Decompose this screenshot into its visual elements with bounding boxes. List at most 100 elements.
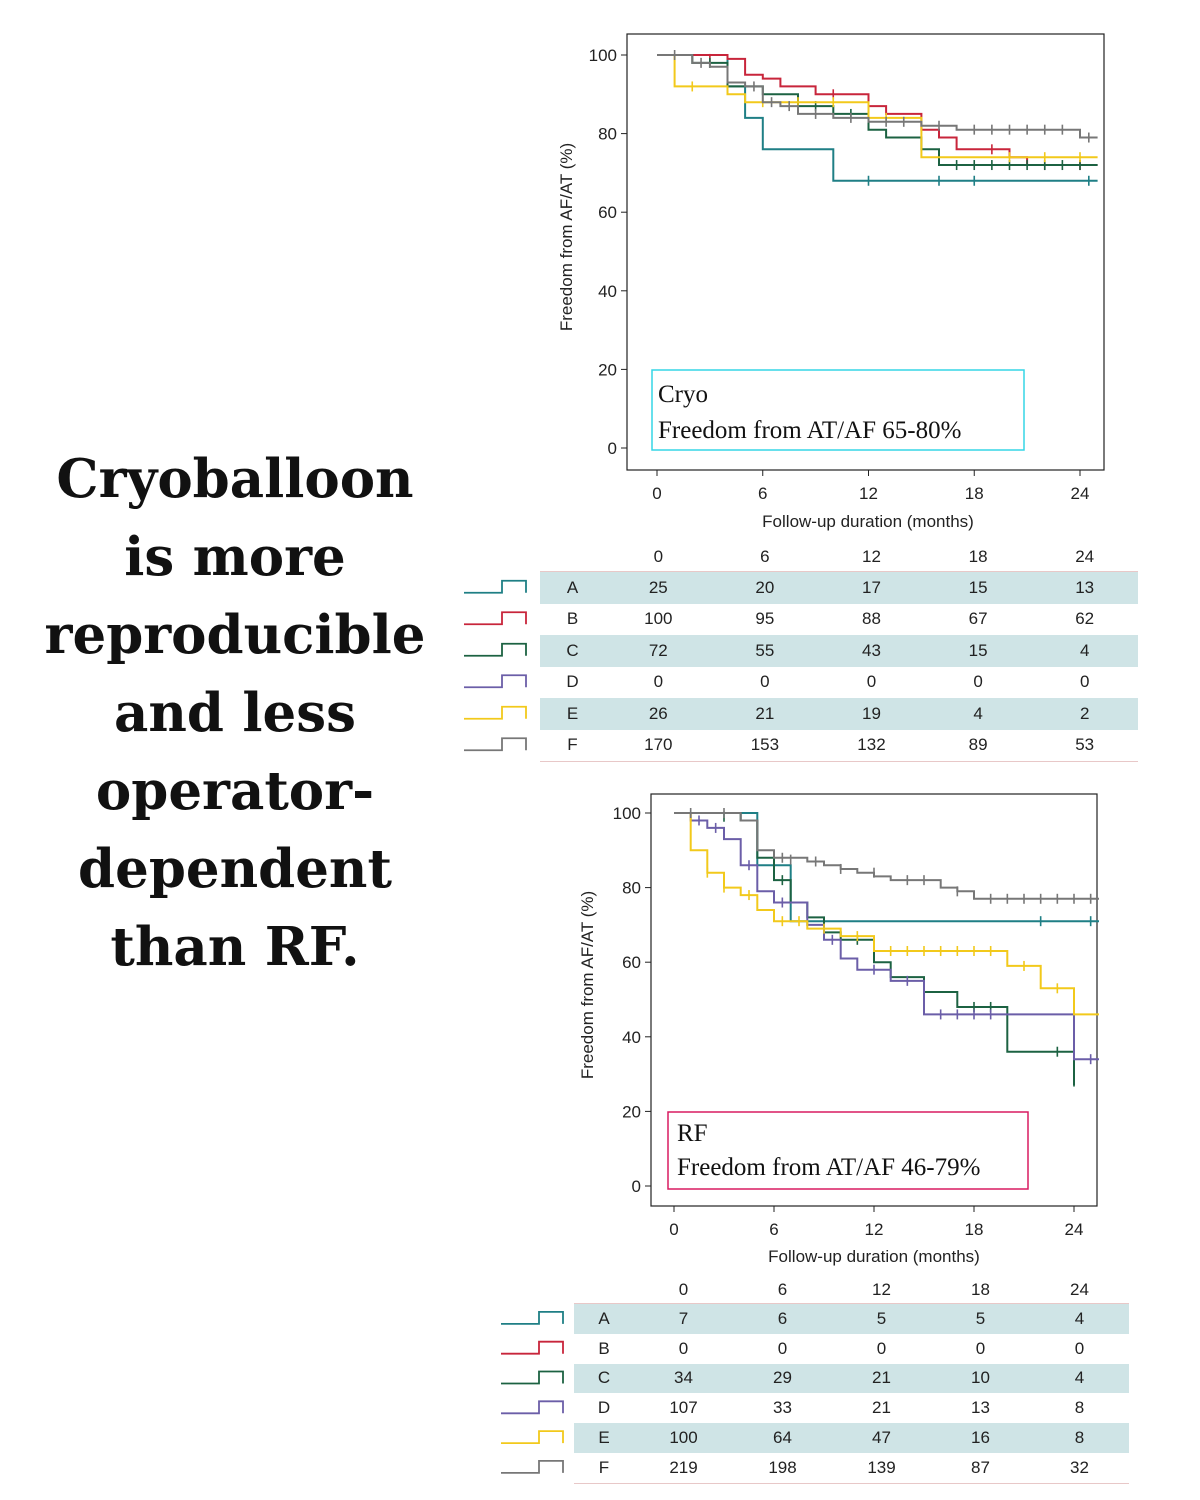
plot-frame xyxy=(626,33,1105,471)
time-header: 0 xyxy=(605,543,712,572)
annotation-box xyxy=(667,1111,1029,1190)
legend-icon-B xyxy=(464,611,527,626)
headline: Cryoballoon is more reproducible and les… xyxy=(44,448,426,978)
y-axis-label: Freedom from AF/AT (%) xyxy=(557,143,576,331)
legend-icon-A xyxy=(501,1311,564,1325)
at-risk-count: 33 xyxy=(773,1398,792,1418)
x-tick-label: 6 xyxy=(758,484,767,503)
y-tick-label: 40 xyxy=(598,282,617,301)
risk-row-C: C 34 29 21 10 4 xyxy=(574,1363,1129,1394)
y-tick-label: 0 xyxy=(608,439,617,458)
legend-icon-F xyxy=(501,1460,564,1474)
y-tick-label: 20 xyxy=(622,1102,641,1121)
at-risk-count: 19 xyxy=(818,698,925,730)
header-spacer xyxy=(540,543,605,572)
x-tick-label: 6 xyxy=(769,1220,778,1239)
y-tick-label: 60 xyxy=(622,953,641,972)
legend-icon-A xyxy=(464,579,527,594)
at-risk-count: 43 xyxy=(818,635,925,667)
at-risk-count: 10 xyxy=(931,1363,1030,1394)
at-risk-count: 0 xyxy=(760,672,770,692)
at-risk-count: 25 xyxy=(605,571,712,604)
at-risk-count: 47 xyxy=(832,1423,931,1453)
at-risk-count: 2 xyxy=(1031,698,1138,730)
y-tick-label: 100 xyxy=(589,46,617,65)
time-header: 24 xyxy=(1031,543,1138,572)
x-tick-label: 24 xyxy=(1071,484,1090,503)
at-risk-count: 15 xyxy=(924,571,1032,604)
risk-row-C: C 72 55 43 15 4 xyxy=(540,635,1138,667)
at-risk-count: 20 xyxy=(711,571,819,604)
annotation-title: RF xyxy=(677,1120,708,1147)
at-risk-count: 95 xyxy=(755,609,775,629)
at-risk-count: 0 xyxy=(1079,672,1090,692)
at-risk-count: 7 xyxy=(634,1303,733,1334)
header-spacer xyxy=(574,1276,634,1304)
legend-icon-C xyxy=(464,642,527,657)
legend-icon-D xyxy=(464,674,527,689)
time-header: 12 xyxy=(832,1276,931,1304)
x-tick-label: 18 xyxy=(965,1220,984,1239)
y-tick-label: 100 xyxy=(613,804,641,823)
at-risk-count: 153 xyxy=(711,729,819,762)
at-risk-count: 29 xyxy=(733,1363,832,1394)
risk-row-B: B 100 95 88 67 62 xyxy=(540,604,1138,636)
at-risk-count: 53 xyxy=(1031,729,1138,762)
x-tick-label: 0 xyxy=(652,484,661,503)
group-label: D xyxy=(597,1398,611,1418)
y-tick-label: 40 xyxy=(622,1028,641,1047)
at-risk-count: 198 xyxy=(733,1452,832,1484)
y-tick-label: 80 xyxy=(622,879,641,898)
y-tick-label: 0 xyxy=(632,1177,641,1196)
group-label: C xyxy=(540,635,605,667)
risk-row-B: B 0 0 0 0 0 xyxy=(574,1334,1129,1364)
at-risk-count: 13 xyxy=(971,1398,990,1418)
km-curve-F xyxy=(674,812,1099,900)
at-risk-count: 26 xyxy=(605,698,712,730)
km-curve-F xyxy=(657,54,1098,139)
km-curve-C xyxy=(657,54,1098,166)
at-risk-count: 0 xyxy=(975,1338,986,1358)
at-risk-count: 0 xyxy=(777,1338,788,1358)
at-risk-count: 0 xyxy=(653,672,664,692)
at-risk-count: 100 xyxy=(644,609,673,629)
at-risk-count: 17 xyxy=(818,571,925,604)
at-risk-count: 4 xyxy=(1030,1303,1129,1334)
at-risk-count: 5 xyxy=(832,1303,931,1334)
annotation-subtitle: Freedom from AT/AF 46-79% xyxy=(677,1154,980,1181)
legend-icon-E xyxy=(501,1430,564,1444)
km-curve-E xyxy=(674,812,1099,1016)
group-label: B xyxy=(566,609,579,629)
risk-table-header: 0 6 12 18 24 xyxy=(540,543,1138,572)
group-label: F xyxy=(574,1452,634,1484)
at-risk-count: 4 xyxy=(1031,635,1138,667)
at-risk-count: 219 xyxy=(634,1452,733,1484)
at-risk-count: 5 xyxy=(931,1303,1030,1334)
x-tick-label: 12 xyxy=(865,1220,884,1239)
at-risk-count: 34 xyxy=(634,1363,733,1394)
risk-row-E: E 26 21 19 4 2 xyxy=(540,698,1138,730)
km-curve-A xyxy=(674,812,1099,923)
time-header: 0 xyxy=(634,1276,733,1304)
group-label: C xyxy=(574,1363,634,1394)
at-risk-count: 72 xyxy=(605,635,712,667)
risk-table-0: 0 6 12 18 24 A 25 20 17 15 13 B 100 95 88 67 62 C 72 55 43 15… xyxy=(540,543,1138,762)
chart-1: 0 20 40 60 80 100 0 6 12 18 24 Freedom from AF/AT (… xyxy=(578,793,1099,1266)
y-axis-label: Freedom from AF/AT (%) xyxy=(578,891,597,1079)
at-risk-count: 4 xyxy=(1030,1363,1129,1394)
at-risk-count: 0 xyxy=(866,672,877,692)
time-header: 18 xyxy=(931,1276,1030,1304)
at-risk-count: 21 xyxy=(872,1398,891,1418)
legend-icon-C xyxy=(501,1370,564,1385)
y-tick-label: 80 xyxy=(598,125,617,144)
time-header: 6 xyxy=(711,543,819,572)
risk-row-F: F 219 198 139 87 32 xyxy=(574,1452,1129,1484)
annotation-box xyxy=(651,369,1025,451)
risk-table-1: 0 6 12 18 24 A 7 6 5 5 4 B 0 0 0 0 0 C 34 29 21 10 4 D 107 33 21 13… xyxy=(574,1276,1129,1484)
legend-icon-F xyxy=(464,737,527,752)
at-risk-count: 89 xyxy=(924,729,1032,762)
group-label: A xyxy=(574,1303,634,1334)
at-risk-count: 32 xyxy=(1030,1452,1129,1484)
x-tick-label: 0 xyxy=(669,1220,678,1239)
at-risk-count: 55 xyxy=(711,635,819,667)
